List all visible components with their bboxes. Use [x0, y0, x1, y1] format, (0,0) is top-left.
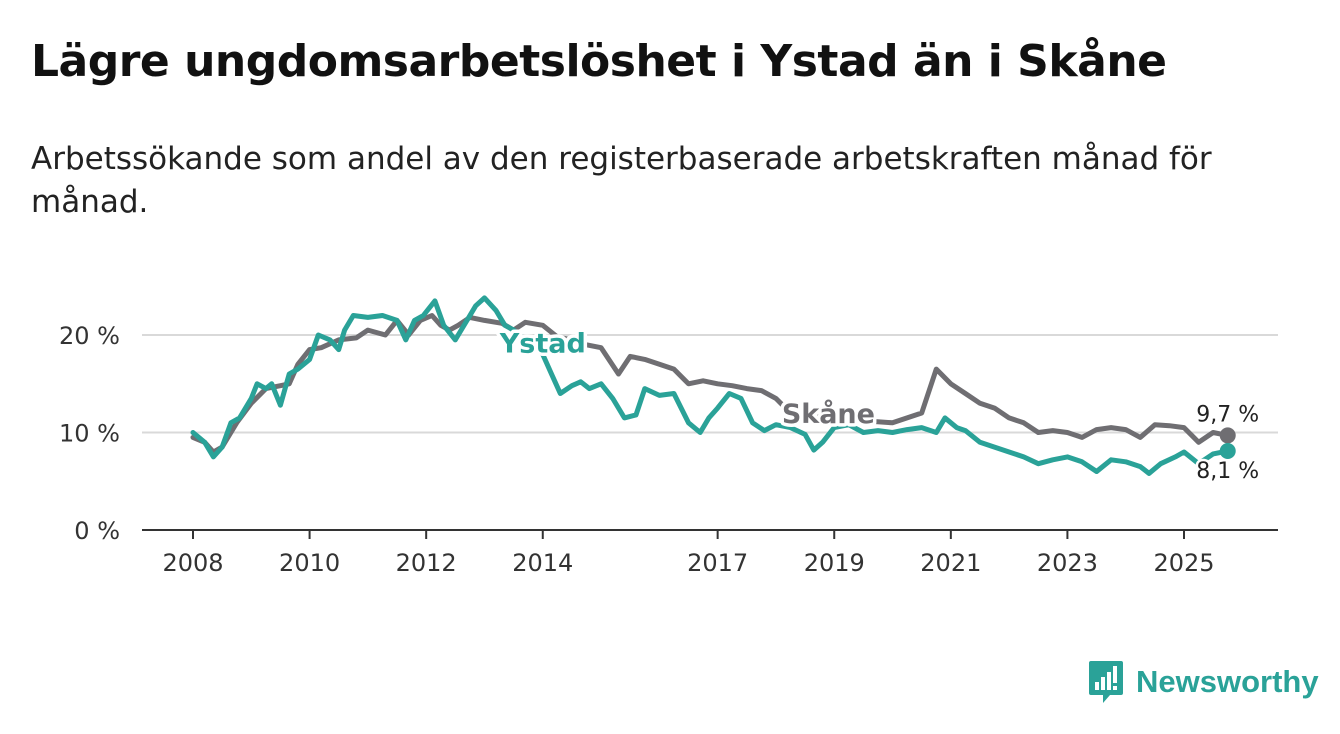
newsworthy-brand[interactable]: Newsworthy [1088, 658, 1319, 706]
y-tick-label: 20 % [59, 322, 120, 350]
x-tick-label: 2021 [920, 549, 981, 577]
end-value-label-ystad: 8,1 % [1196, 459, 1259, 484]
x-tick-label: 2008 [162, 549, 223, 577]
x-tick-label: 2012 [396, 549, 457, 577]
end-point-sk-ne [1219, 427, 1236, 444]
end-point-ystad [1219, 443, 1236, 460]
series-label-ystad: Ystad [499, 329, 586, 360]
x-tick-label: 2019 [804, 549, 865, 577]
series-line-sk-ne [190, 313, 1231, 455]
y-tick-label: 10 % [59, 420, 120, 448]
end-value-label-sk-ne: 9,7 % [1196, 402, 1259, 427]
x-tick-label: 2017 [687, 549, 748, 577]
newsworthy-logo-icon [1089, 661, 1123, 703]
x-tick-label: 2014 [512, 549, 573, 577]
series-line-ystad [190, 295, 1231, 476]
chart-title: Lägre ungdomsarbetslöshet i Ystad än i S… [31, 36, 1167, 87]
x-tick-label: 2010 [279, 549, 340, 577]
y-tick-label: 0 % [74, 517, 120, 545]
x-tick-label: 2023 [1037, 549, 1098, 577]
chart-subtitle: Arbetssökande som andel av den registerb… [31, 141, 1212, 220]
x-tick-label: 2025 [1153, 549, 1214, 577]
line-chart: 0 % 10 % 20 % 2008 2010 2012 2014 2017 2019 2021 2… [59, 295, 1278, 577]
series-label-sk-ne: Skåne [782, 398, 875, 430]
brand-name: Newsworthy [1136, 664, 1319, 699]
